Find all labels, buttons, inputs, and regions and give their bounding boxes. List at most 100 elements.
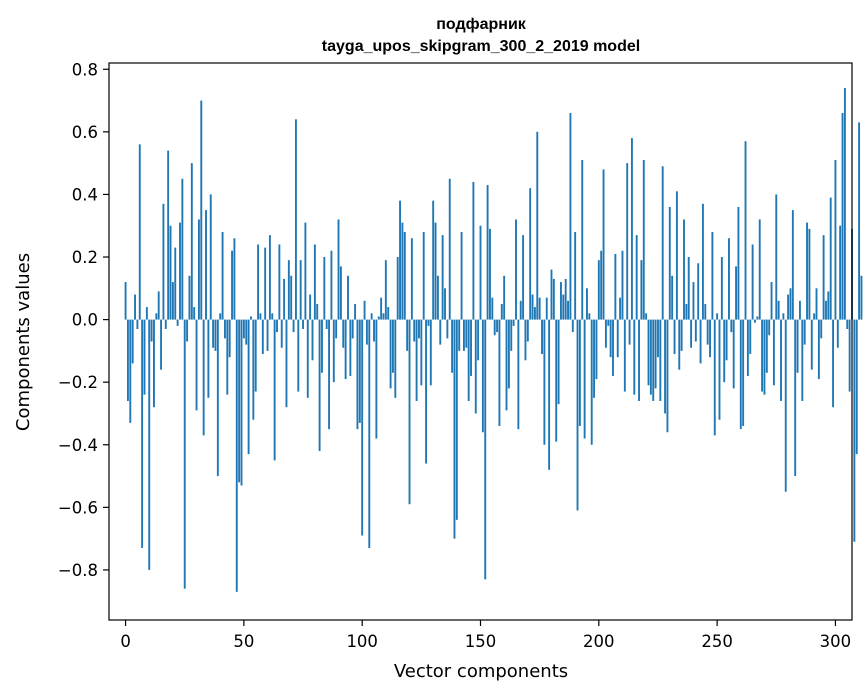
bar-12 bbox=[153, 319, 155, 408]
bar-27 bbox=[188, 275, 191, 320]
bar-171 bbox=[529, 188, 532, 320]
bar-179 bbox=[548, 319, 551, 470]
bar-217 bbox=[638, 319, 640, 401]
bar-84 bbox=[323, 257, 326, 320]
x-tick-label: 150 bbox=[465, 632, 497, 651]
bar-254 bbox=[725, 319, 728, 361]
bar-227 bbox=[661, 166, 664, 320]
bar-22 bbox=[176, 319, 179, 326]
bar-26 bbox=[186, 319, 189, 342]
bar-154 bbox=[489, 228, 491, 320]
bar-36 bbox=[209, 194, 212, 320]
bar-237 bbox=[685, 303, 688, 320]
bar-72 bbox=[294, 119, 297, 320]
bar-44 bbox=[228, 319, 231, 358]
bar-7 bbox=[141, 319, 144, 549]
bar-93 bbox=[344, 319, 347, 380]
bar-309 bbox=[855, 319, 858, 455]
bar-251 bbox=[718, 319, 721, 420]
bar-294 bbox=[820, 319, 823, 339]
bar-296 bbox=[825, 300, 827, 320]
bar-277 bbox=[780, 319, 782, 401]
chart-title: подфарник bbox=[436, 16, 527, 33]
bar-59 bbox=[264, 247, 267, 320]
bar-43 bbox=[226, 319, 229, 395]
bar-131 bbox=[434, 222, 437, 320]
bar-96 bbox=[351, 319, 354, 339]
bar-235 bbox=[680, 319, 683, 351]
bar-134 bbox=[441, 235, 444, 320]
bar-259 bbox=[737, 206, 740, 320]
bar-150 bbox=[479, 225, 482, 320]
bar-198 bbox=[593, 319, 596, 398]
bar-161 bbox=[505, 319, 508, 411]
bar-223 bbox=[652, 319, 655, 401]
bar-63 bbox=[273, 319, 276, 461]
bar-236 bbox=[683, 219, 685, 320]
bar-188 bbox=[569, 113, 572, 320]
bar-32 bbox=[200, 100, 203, 320]
bar-4 bbox=[134, 294, 136, 320]
bar-68 bbox=[285, 319, 288, 408]
bar-147 bbox=[472, 181, 475, 320]
bar-130 bbox=[432, 200, 435, 320]
bar-246 bbox=[706, 319, 709, 345]
bar-257 bbox=[732, 319, 735, 389]
bar-64 bbox=[276, 319, 278, 333]
y-tick-label: −0.4 bbox=[58, 436, 98, 455]
bar-29 bbox=[193, 307, 196, 320]
bar-205 bbox=[609, 319, 612, 358]
bar-248 bbox=[711, 231, 714, 320]
bar-38 bbox=[214, 319, 217, 351]
bar-90 bbox=[337, 219, 340, 320]
bar-30 bbox=[195, 319, 198, 411]
bar-69 bbox=[287, 260, 290, 320]
bar-110 bbox=[384, 260, 387, 320]
bar-263 bbox=[746, 319, 749, 376]
bar-175 bbox=[538, 297, 541, 320]
bar-52 bbox=[247, 319, 250, 455]
bar-189 bbox=[571, 319, 574, 333]
bar-203 bbox=[604, 319, 607, 348]
bar-305 bbox=[846, 319, 849, 329]
bar-274 bbox=[772, 319, 775, 386]
bar-297 bbox=[827, 291, 830, 320]
bar-101 bbox=[363, 300, 366, 320]
bar-215 bbox=[633, 319, 636, 395]
bar-193 bbox=[581, 160, 584, 320]
bar-194 bbox=[583, 319, 586, 439]
bar-184 bbox=[560, 282, 562, 320]
bar-91 bbox=[339, 266, 342, 320]
bar-82 bbox=[318, 319, 321, 452]
bar-168 bbox=[522, 235, 525, 320]
bar-104 bbox=[370, 313, 373, 320]
x-tick-label: 300 bbox=[820, 632, 852, 651]
bar-164 bbox=[512, 319, 515, 326]
bar-139 bbox=[453, 319, 456, 539]
bar-20 bbox=[171, 282, 174, 320]
bar-308 bbox=[853, 319, 856, 542]
bar-34 bbox=[205, 210, 207, 320]
bar-142 bbox=[460, 231, 463, 320]
bar-15 bbox=[160, 319, 162, 370]
bar-268 bbox=[758, 219, 761, 320]
bar-232 bbox=[673, 319, 676, 355]
bar-153 bbox=[486, 185, 489, 320]
bar-196 bbox=[588, 313, 591, 320]
bar-302 bbox=[839, 225, 842, 320]
bar-292 bbox=[815, 288, 818, 320]
y-tick-label: 0.6 bbox=[72, 123, 98, 142]
bar-201 bbox=[600, 250, 603, 320]
bar-177 bbox=[543, 319, 546, 445]
bar-76 bbox=[304, 222, 307, 320]
bar-181 bbox=[552, 278, 555, 320]
bar-127 bbox=[425, 319, 428, 464]
bar-88 bbox=[332, 319, 335, 383]
bar-264 bbox=[749, 319, 752, 355]
bar-18 bbox=[167, 150, 170, 320]
bar-137 bbox=[448, 178, 451, 320]
bar-262 bbox=[744, 141, 747, 320]
bar-238 bbox=[687, 257, 690, 320]
bar-282 bbox=[791, 210, 794, 320]
bar-8 bbox=[143, 319, 146, 395]
